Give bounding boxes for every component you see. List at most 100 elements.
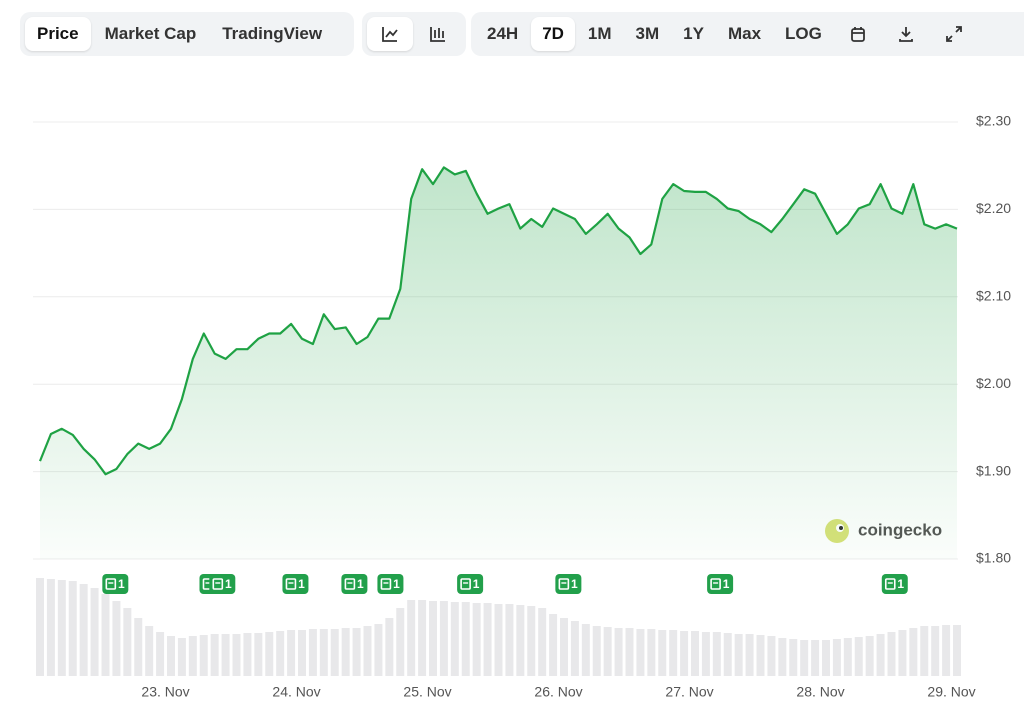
volume-bar <box>57 580 66 676</box>
volume-bar <box>265 632 274 676</box>
icon <box>945 26 962 42</box>
volume-bar <box>909 628 918 676</box>
volume-bar <box>298 630 306 676</box>
news-icon <box>285 578 297 590</box>
volume-bar <box>625 628 634 676</box>
volume-bar <box>90 588 99 676</box>
volume-bar <box>658 630 667 676</box>
volume-bar <box>221 634 230 676</box>
calendar-button[interactable] <box>835 17 881 51</box>
view-button[interactable]: Market Cap <box>104 24 197 43</box>
range-button[interactable]: 7D <box>531 17 575 51</box>
news-badge: 1 <box>457 574 484 594</box>
range-button[interactable]: 3M <box>635 24 660 43</box>
news-icon <box>105 578 117 590</box>
news-badge: 1 <box>341 574 368 594</box>
volume-bar <box>942 625 951 676</box>
volume-bar <box>429 601 437 676</box>
badge-count: 1 <box>723 577 730 591</box>
volume-bar <box>363 626 372 676</box>
badge-count: 1 <box>225 577 232 591</box>
volume-bar <box>101 594 110 676</box>
volume-bar <box>822 640 830 676</box>
volume-bar <box>156 632 165 676</box>
volume-bar <box>494 604 503 676</box>
volume-bar <box>199 635 208 676</box>
view-button[interactable]: Price <box>25 17 91 51</box>
news-badge: 1 <box>377 574 404 594</box>
area-fill <box>40 167 957 559</box>
volume-bar <box>614 628 623 676</box>
volume-bar <box>701 632 710 676</box>
badge-count: 1 <box>897 577 904 591</box>
volume-bar <box>636 629 645 676</box>
volume-bar <box>527 606 536 676</box>
volume-bar <box>560 618 568 676</box>
line-icon <box>382 27 398 42</box>
volume-bar <box>505 604 514 676</box>
volume-bar <box>418 600 427 676</box>
volume-bar <box>177 638 186 676</box>
volume-bar <box>516 605 525 676</box>
volume-bar <box>953 625 961 676</box>
volume-bar <box>832 639 841 676</box>
x-tick-label: 23. Nov <box>141 684 189 700</box>
volume-bar <box>723 633 732 676</box>
download-button[interactable] <box>883 17 929 51</box>
news-badge: 1 <box>881 574 908 594</box>
range-button[interactable]: Max <box>727 24 762 43</box>
range-button[interactable]: 24H <box>487 24 519 43</box>
volume-bar <box>461 602 470 676</box>
badge-count: 1 <box>118 577 125 591</box>
volume-bar <box>79 584 88 676</box>
volume-bar <box>712 632 721 676</box>
fullscreen-button[interactable] <box>931 17 977 51</box>
volume-bar <box>854 637 863 676</box>
volume-bar <box>134 618 143 676</box>
volume-bar <box>341 628 350 676</box>
volume-bar <box>450 602 459 676</box>
range-button[interactable]: 1Y <box>683 24 704 43</box>
volume-bar <box>123 608 132 676</box>
volume-bar <box>538 608 547 676</box>
volume-bar <box>46 579 55 676</box>
range-button[interactable]: 1M <box>587 24 612 43</box>
volume-bar <box>330 629 339 676</box>
y-tick-label: $2.10 <box>976 288 1011 304</box>
badge-count: 1 <box>298 577 305 591</box>
news-icon <box>380 578 392 590</box>
badge-count: 1 <box>393 577 400 591</box>
line-style-button[interactable] <box>367 17 413 51</box>
volume-bar <box>691 631 699 676</box>
volume-bar <box>232 634 241 676</box>
volume-bar <box>254 633 263 676</box>
x-tick-label: 28. Nov <box>796 684 844 700</box>
volume-bar <box>756 635 765 676</box>
candle-style-button[interactable] <box>415 17 461 51</box>
candle-icon <box>430 27 445 42</box>
badge-count: 1 <box>357 577 364 591</box>
range-switch: 24H 7D 1M 3M 1Y Max LOG <box>471 12 1024 56</box>
volume-bar <box>188 636 197 676</box>
y-tick-label: $2.20 <box>976 200 1011 216</box>
news-badge: 1 <box>282 574 309 594</box>
volume-bar <box>811 640 820 676</box>
icon <box>898 27 913 42</box>
volume-bar <box>887 632 896 676</box>
volume-bar <box>570 621 579 676</box>
range-button[interactable]: LOG <box>785 24 822 43</box>
volume-bar <box>898 630 907 676</box>
news-icon <box>460 578 471 590</box>
volume-bar <box>319 629 328 676</box>
volume-bar <box>385 618 394 676</box>
view-button[interactable]: TradingView <box>222 24 323 43</box>
volume-bar <box>931 626 940 676</box>
volume-bar <box>68 581 77 676</box>
volume-bar <box>112 601 121 676</box>
volume-bar <box>603 627 612 676</box>
volume-bar <box>800 640 809 676</box>
volume-bar <box>669 630 678 676</box>
price-line <box>38 166 958 476</box>
